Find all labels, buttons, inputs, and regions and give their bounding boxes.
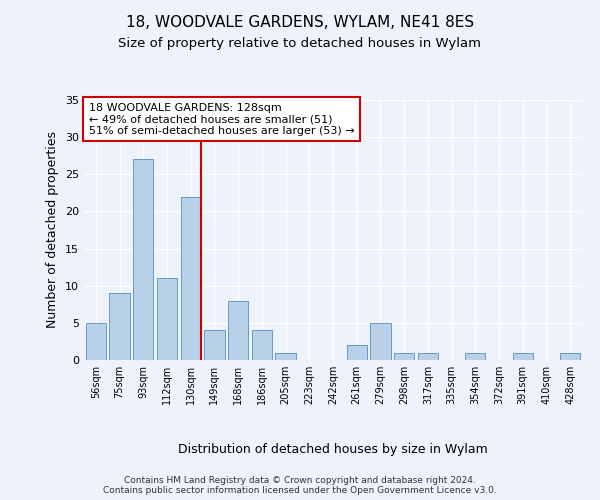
Bar xyxy=(252,330,272,360)
Bar xyxy=(275,352,296,360)
Bar xyxy=(133,160,154,360)
Y-axis label: Number of detached properties: Number of detached properties xyxy=(46,132,59,328)
Bar xyxy=(181,196,201,360)
Bar xyxy=(465,352,485,360)
Text: Distribution of detached houses by size in Wylam: Distribution of detached houses by size … xyxy=(178,442,488,456)
Bar xyxy=(394,352,414,360)
Bar xyxy=(560,352,580,360)
Bar xyxy=(370,323,391,360)
Bar xyxy=(347,345,367,360)
Bar xyxy=(86,323,106,360)
Bar xyxy=(228,300,248,360)
Bar xyxy=(512,352,533,360)
Text: 18, WOODVALE GARDENS, WYLAM, NE41 8ES: 18, WOODVALE GARDENS, WYLAM, NE41 8ES xyxy=(126,15,474,30)
Bar xyxy=(418,352,438,360)
Text: Contains HM Land Registry data © Crown copyright and database right 2024.
Contai: Contains HM Land Registry data © Crown c… xyxy=(103,476,497,495)
Bar xyxy=(205,330,224,360)
Bar xyxy=(109,293,130,360)
Bar xyxy=(157,278,177,360)
Text: 18 WOODVALE GARDENS: 128sqm
← 49% of detached houses are smaller (51)
51% of sem: 18 WOODVALE GARDENS: 128sqm ← 49% of det… xyxy=(89,102,355,136)
Text: Size of property relative to detached houses in Wylam: Size of property relative to detached ho… xyxy=(119,38,482,51)
